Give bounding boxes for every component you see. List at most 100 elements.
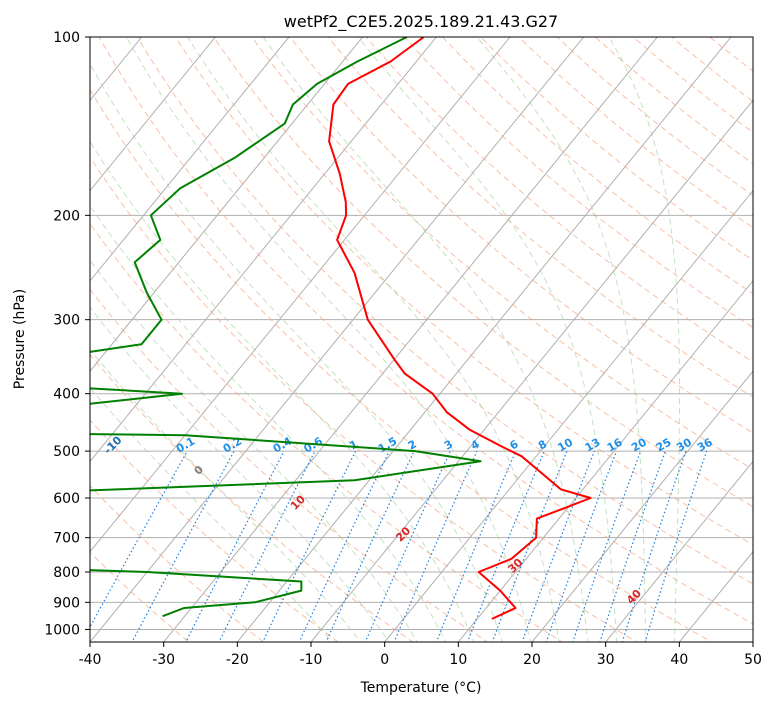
moist-adiabat — [608, 37, 680, 642]
moist-adiabat — [125, 37, 532, 642]
dry-adiabat — [90, 88, 713, 642]
mixing-ratio-label: 0.4 — [271, 434, 295, 455]
mixing-ratio-label: 13 — [583, 436, 603, 455]
x-tick-label: 40 — [670, 652, 688, 668]
isotherm-line — [457, 280, 753, 642]
mixing-ratio-label: 4 — [469, 437, 482, 452]
x-tick-label: -20 — [226, 652, 249, 668]
moist-adiabat — [357, 37, 618, 642]
dry-adiabat — [90, 353, 414, 642]
dewpoint-profile — [90, 37, 482, 618]
isotherm-line — [90, 37, 216, 192]
x-axis-label: Temperature (°C) — [360, 680, 482, 696]
mixing-ratio-line — [298, 450, 390, 642]
y-tick-label: 100 — [53, 30, 80, 46]
y-tick-label: 500 — [53, 444, 80, 460]
y-tick-label: 1000 — [44, 622, 80, 638]
mixing-ratio-line — [466, 450, 545, 642]
isotherm-line — [236, 37, 732, 642]
moist-adiabat — [90, 140, 475, 642]
y-tick-label: 700 — [53, 531, 80, 547]
moist-adiabat — [262, 37, 589, 642]
mixing-ratio-line — [521, 450, 595, 642]
x-tick-label: 50 — [744, 652, 762, 668]
isotherm-line — [90, 37, 290, 282]
moist-adiabat — [187, 37, 560, 642]
mixing-ratio-line — [364, 450, 451, 642]
x-tick-label: 10 — [449, 652, 467, 668]
isotherm-line — [90, 37, 511, 553]
mixing-ratio-line — [185, 450, 285, 642]
mixing-ratio-label: 1 — [347, 438, 360, 453]
moist-adiabat — [476, 37, 647, 642]
plot-frame — [89, 36, 754, 643]
mixing-ratio-line — [435, 450, 517, 642]
dry-adiabat-label: 0 — [192, 463, 207, 478]
moist-adiabat — [90, 259, 418, 642]
moist-adiabat — [90, 204, 447, 642]
dry-adiabat-label: 10 — [288, 492, 308, 512]
mixing-ratio-line — [131, 450, 235, 642]
dry-adiabat — [518, 37, 753, 229]
y-axis-label: Pressure (hPa) — [12, 289, 28, 389]
mixing-ratio-label: 25 — [654, 436, 674, 455]
isotherm-line — [163, 37, 658, 642]
x-tick-label: -30 — [152, 652, 175, 668]
chart-title: wetPf2_C2E5.2025.189.21.43.G27 — [284, 12, 558, 32]
mixing-ratio-label: 30 — [674, 435, 694, 454]
x-tick-label: -10 — [300, 652, 323, 668]
x-tick-label: 0 — [380, 652, 389, 668]
y-tick-label: 400 — [53, 387, 80, 403]
dry-adiabat — [670, 37, 753, 103]
dry-adiabat — [90, 288, 489, 642]
dry-adiabat — [136, 37, 753, 585]
dry-adiabat — [213, 37, 753, 508]
dry-adiabat — [403, 37, 753, 329]
dry-adiabat — [289, 37, 753, 434]
y-tick-label: 900 — [53, 595, 80, 611]
mixing-ratio-line — [491, 450, 568, 642]
mixing-ratio-line — [644, 450, 708, 642]
dry-adiabat — [174, 37, 753, 546]
dry-adiabat-label: 30 — [505, 556, 525, 576]
mixing-ratio-line — [90, 450, 188, 629]
x-tick-label: -40 — [79, 652, 102, 668]
y-tick-label: 200 — [53, 208, 80, 224]
dry-adiabat-label: 40 — [624, 587, 644, 607]
y-tick-label: 600 — [53, 491, 80, 507]
mixing-ratio-label: 1.5 — [376, 435, 399, 456]
mixing-ratio-label: 16 — [605, 435, 625, 454]
dry-adiabat — [632, 37, 753, 133]
x-tick-label: 20 — [523, 652, 541, 668]
mixing-ratio-label: 20 — [629, 435, 649, 454]
mixing-ratio-line — [393, 450, 478, 642]
y-tick-label: 300 — [53, 313, 80, 329]
isotherm-line — [90, 37, 437, 463]
dry-adiabat-label: -20 — [18, 406, 41, 429]
isotherm-line — [531, 370, 753, 642]
dry-adiabat — [480, 37, 753, 261]
mixing-ratio-line — [262, 450, 357, 642]
dry-adiabat — [441, 37, 753, 295]
moist-adiabat — [90, 348, 362, 642]
isotherm-line — [384, 189, 753, 642]
dry-adiabat-label: 20 — [393, 524, 413, 544]
mixing-ratio-label: 0.1 — [174, 435, 197, 456]
dry-adiabat — [365, 37, 753, 363]
mixing-ratio-label: 10 — [555, 435, 575, 454]
dry-adiabat — [594, 37, 753, 165]
dry-adiabat — [251, 37, 753, 470]
dry-adiabat — [98, 37, 753, 625]
x-tick-label: 30 — [597, 652, 615, 668]
isotherm-line — [310, 99, 753, 642]
dry-adiabat — [90, 485, 265, 642]
moist-adiabat — [90, 62, 503, 642]
isotherm-line — [90, 37, 585, 642]
dry-adiabat — [556, 37, 753, 196]
dry-adiabat — [90, 222, 564, 642]
dry-adiabat — [90, 551, 190, 642]
mixing-ratio-line — [218, 450, 316, 642]
mixing-ratio-label: 8 — [536, 438, 549, 453]
moist-adiabat — [90, 306, 390, 642]
